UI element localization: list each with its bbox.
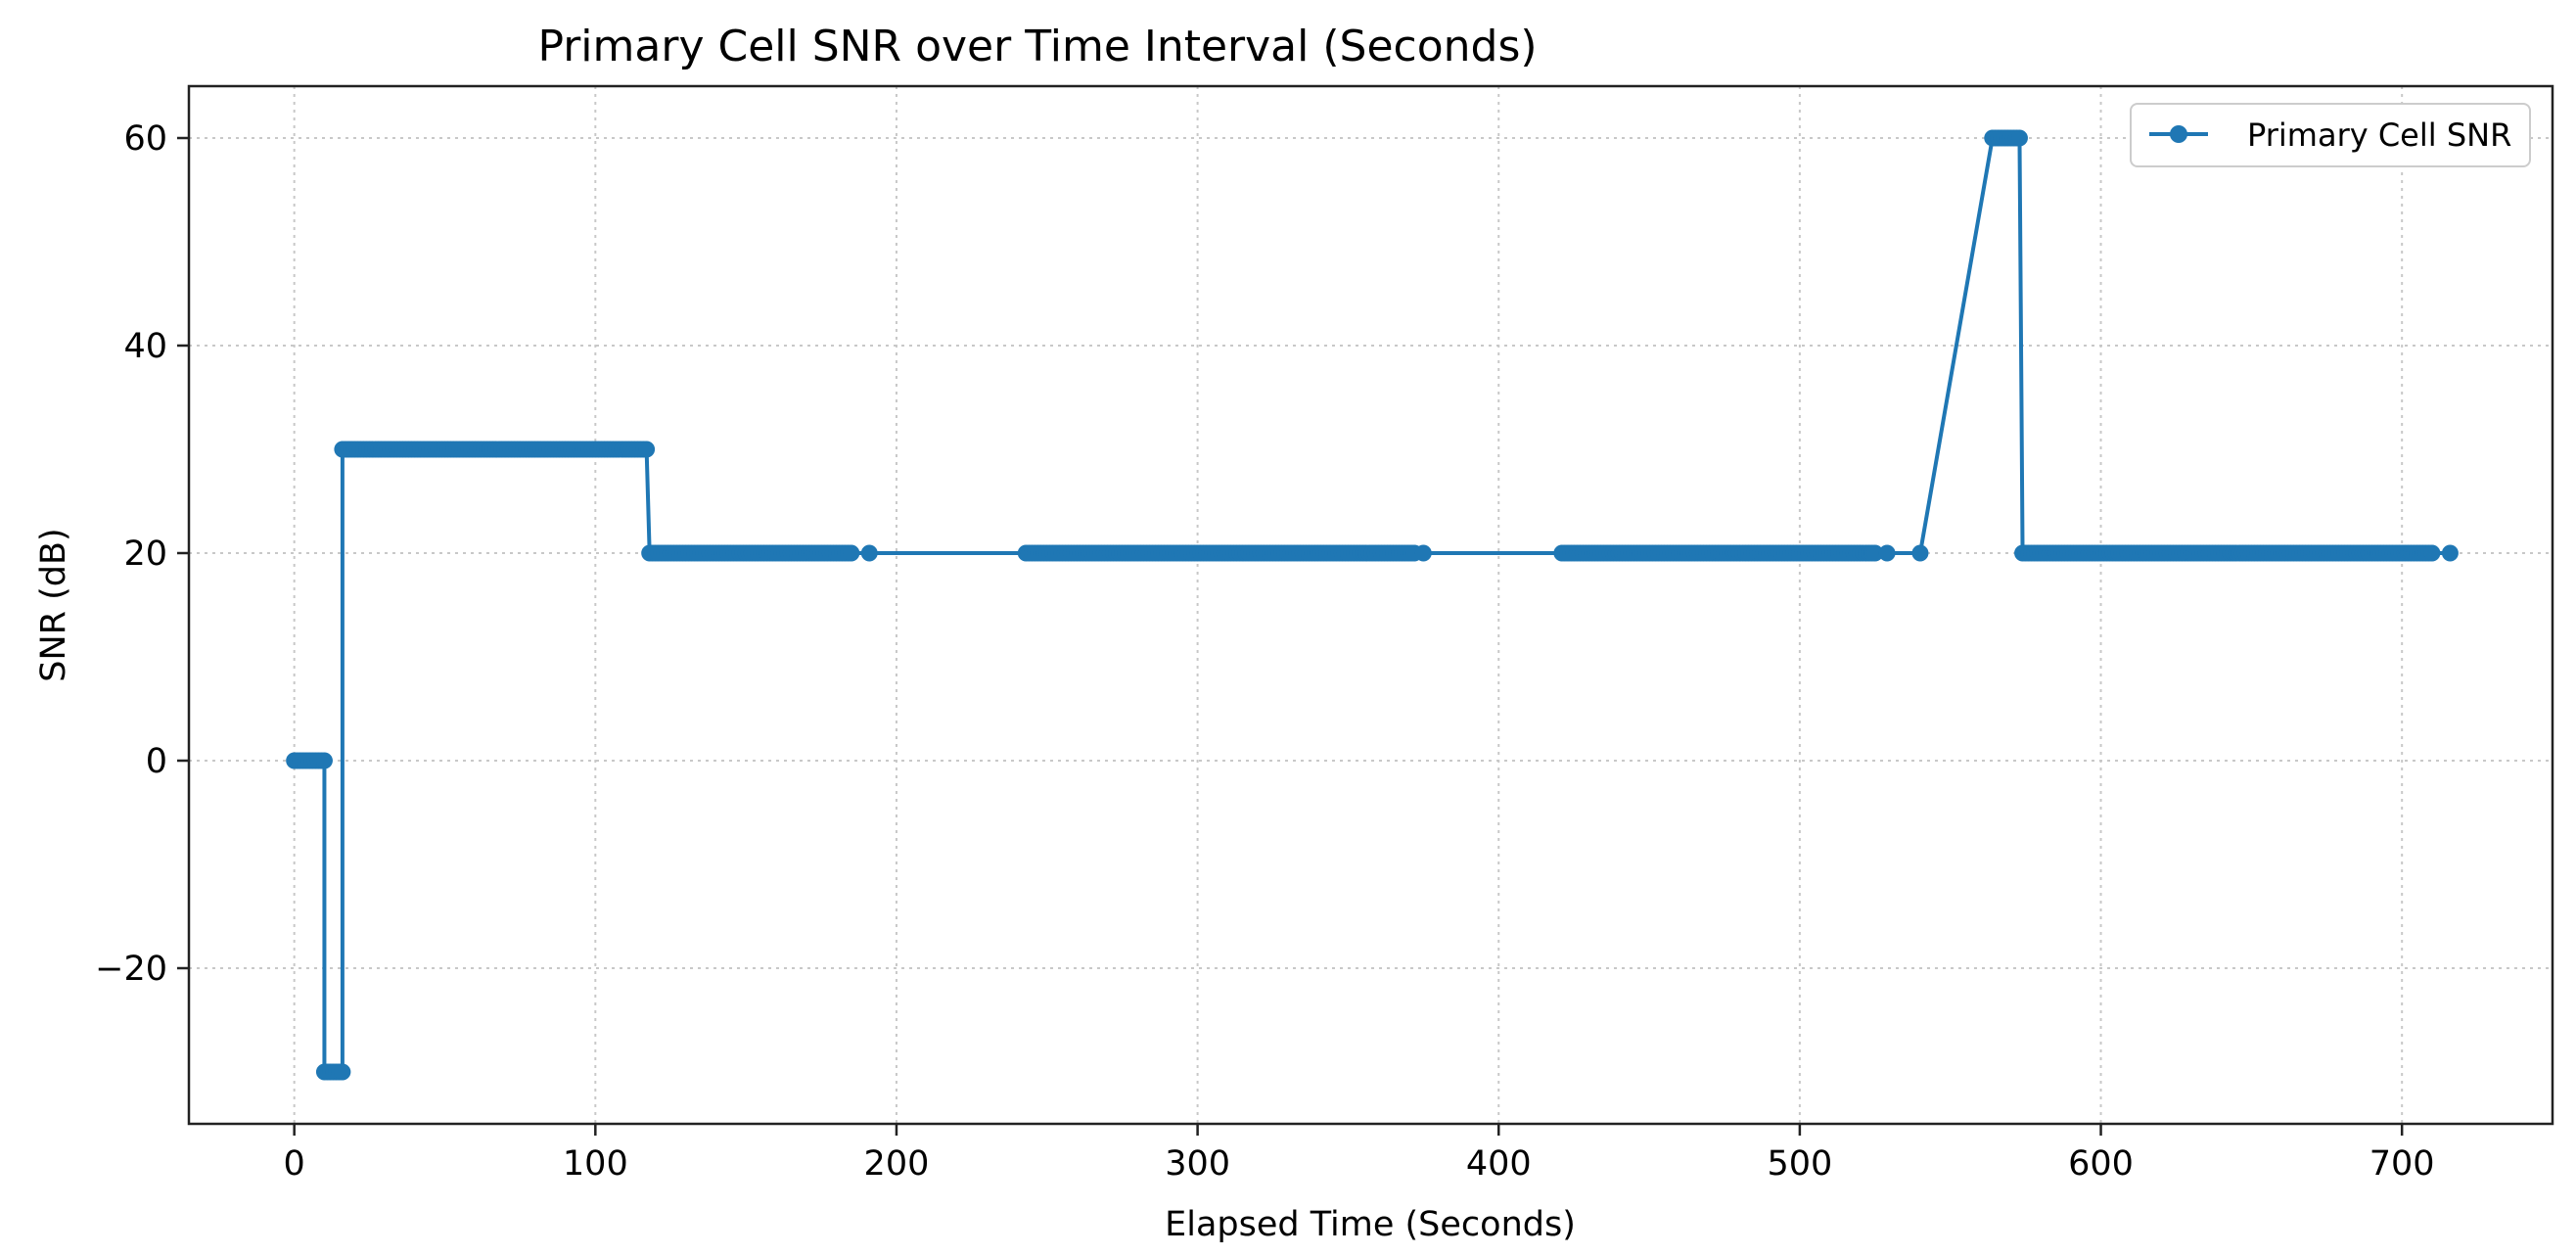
plot-frame xyxy=(187,84,2554,1126)
data-point xyxy=(2423,544,2441,562)
x-tick-label: 500 xyxy=(1767,1144,1832,1184)
chart-title: Primary Cell SNR over Time Interval (Sec… xyxy=(537,22,1537,71)
data-point xyxy=(315,752,333,769)
x-tick-label: 600 xyxy=(2068,1144,2134,1184)
y-tick-label: 40 xyxy=(123,327,167,366)
y-tick-label: 20 xyxy=(123,535,167,574)
x-axis-label: Elapsed Time (Seconds) xyxy=(1165,1205,1576,1244)
data-point xyxy=(1866,544,1884,562)
legend-label: Primary Cell SNR xyxy=(2247,116,2511,154)
legend: Primary Cell SNR xyxy=(2130,103,2531,167)
data-point xyxy=(860,544,878,562)
x-tick-label: 300 xyxy=(1165,1144,1230,1184)
y-axis: −20 0 20 40 60 xyxy=(95,119,189,989)
y-tick-label: 0 xyxy=(146,742,167,781)
x-axis: 0 100 200 300 400 500 600 700 xyxy=(284,1124,2435,1184)
series-layer xyxy=(286,129,2459,1081)
data-point xyxy=(334,1063,351,1081)
x-tick-label: 100 xyxy=(563,1144,628,1184)
series-line xyxy=(294,136,2451,1074)
legend-box xyxy=(2130,103,2531,167)
x-tick-label: 0 xyxy=(284,1144,305,1184)
data-point xyxy=(2010,129,2028,147)
x-tick-label: 700 xyxy=(2369,1144,2435,1184)
data-point xyxy=(1878,544,1896,562)
y-tick-label: −20 xyxy=(95,950,167,989)
data-point xyxy=(638,441,656,458)
y-tick-label: 60 xyxy=(123,119,167,159)
x-tick-label: 200 xyxy=(864,1144,930,1184)
data-point xyxy=(1911,544,1929,562)
x-tick-label: 400 xyxy=(1466,1144,1532,1184)
series-markers xyxy=(286,129,2459,1081)
data-point xyxy=(1414,544,1432,562)
data-point xyxy=(843,544,860,562)
legend-marker-sample xyxy=(2170,125,2187,143)
data-point xyxy=(2441,544,2459,562)
grid-lines xyxy=(189,86,2553,1124)
y-axis-label: SNR (dB) xyxy=(34,528,73,681)
